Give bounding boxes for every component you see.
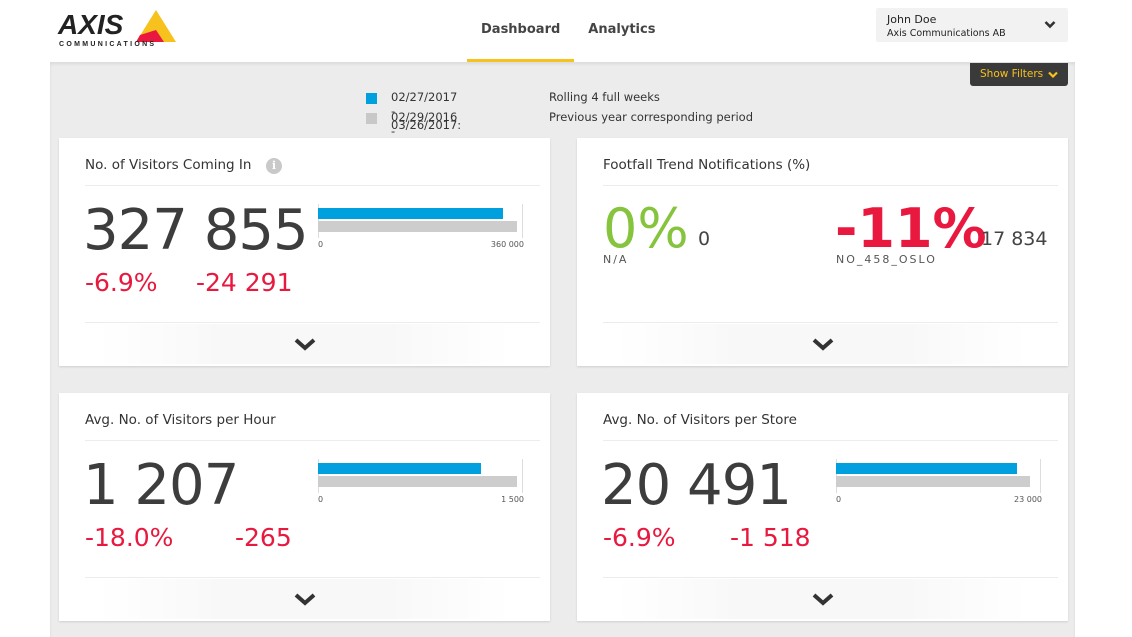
trend-percent-right: -11%: [835, 197, 987, 260]
axis-line: [1040, 459, 1041, 493]
user-menu[interactable]: John Doe Axis Communications AB: [876, 8, 1068, 42]
axis-min-label: 0: [836, 495, 842, 504]
divider: [85, 440, 540, 441]
user-name: John Doe: [887, 13, 937, 26]
divider: [603, 577, 1058, 578]
axis-max-label: 1 500: [501, 495, 524, 504]
axis-line: [522, 459, 523, 493]
change-absolute: -1 518: [730, 523, 811, 552]
show-filters-label: Show Filters: [980, 68, 1044, 80]
card-title: Avg. No. of Visitors per Store: [603, 412, 797, 428]
chevron-down-icon: [294, 338, 315, 351]
chevron-down-icon: [1044, 21, 1056, 29]
logo-subtitle: COMMUNICATIONS: [59, 41, 157, 48]
legend-swatch-previous: [366, 113, 377, 124]
axis-line: [522, 204, 523, 238]
tab-dashboard[interactable]: Dashboard: [467, 0, 575, 63]
metric-value: 327 855: [83, 198, 309, 263]
expand-card-button[interactable]: [99, 579, 510, 619]
divider: [603, 322, 1058, 323]
divider: [85, 322, 540, 323]
trend-percent-left: 0%: [603, 197, 689, 260]
axis-max-label: 360 000: [490, 240, 524, 249]
legend-description: Previous year corresponding period: [549, 110, 753, 124]
card-visitors-per-hour: Avg. No. of Visitors per Hour 1 207 -18.…: [59, 393, 550, 621]
change-absolute: -265: [235, 523, 292, 552]
logo-triangle-icon: [136, 10, 176, 42]
comparison-bars: 0 360 000: [318, 204, 524, 254]
trend-store-right[interactable]: NO_458_OSLO: [836, 253, 937, 266]
axis-logo[interactable]: AXIS COMMUNICATIONS: [58, 10, 178, 54]
main-nav: Dashboard Analytics: [467, 0, 669, 63]
axis-min-label: 0: [318, 495, 324, 504]
comparison-bars: 0 1 500: [318, 459, 524, 509]
bar-current-period[interactable]: [318, 208, 503, 219]
card-visitors-per-store: Avg. No. of Visitors per Store 20 491 -6…: [577, 393, 1068, 621]
top-header: AXIS COMMUNICATIONS Dashboard Analytics …: [0, 0, 1132, 63]
bar-previous-period[interactable]: [836, 476, 1031, 487]
comparison-bars: 0 23 000: [836, 459, 1042, 509]
axis-max-label: 23 000: [1014, 495, 1042, 504]
trend-count-left: 0: [698, 228, 711, 250]
legend-description: Rolling 4 full weeks: [549, 90, 660, 104]
expand-card-button[interactable]: [99, 324, 510, 364]
bar-previous-period[interactable]: [318, 221, 517, 232]
chevron-down-icon: [294, 593, 315, 606]
card-title: Footfall Trend Notifications (%): [603, 157, 811, 173]
user-organization: Axis Communications AB: [887, 28, 1006, 39]
tab-analytics[interactable]: Analytics: [588, 22, 656, 37]
info-icon[interactable]: i: [266, 158, 282, 174]
divider: [85, 577, 540, 578]
card-title: Avg. No. of Visitors per Hour: [85, 412, 276, 428]
expand-card-button[interactable]: [617, 324, 1028, 364]
card-visitors-coming-in: No. of Visitors Coming In i 327 855 -6.9…: [59, 138, 550, 366]
divider: [603, 185, 1058, 186]
change-percent: -18.0%: [85, 523, 174, 552]
change-percent: -6.9%: [603, 523, 676, 552]
bar-previous-period[interactable]: [318, 476, 518, 487]
card-title: No. of Visitors Coming In: [85, 157, 252, 173]
divider: [603, 440, 1058, 441]
bar-current-period[interactable]: [318, 463, 482, 474]
trend-count-right: 17 834: [981, 228, 1048, 250]
card-footfall-trend: Footfall Trend Notifications (%) 0% 0 N/…: [577, 138, 1068, 366]
chevron-down-icon: [812, 593, 833, 606]
dashboard-area: Show Filters 02/27/2017 - 03/26/2017: Ro…: [50, 62, 1075, 637]
change-absolute: -24 291: [196, 268, 293, 297]
divider: [85, 185, 540, 186]
metric-value: 1 207: [83, 453, 239, 518]
expand-card-button[interactable]: [617, 579, 1028, 619]
logo-brand: AXIS: [58, 9, 124, 40]
axis-min-label: 0: [318, 240, 324, 249]
bar-current-period[interactable]: [836, 463, 1017, 474]
chevron-down-icon: [812, 338, 833, 351]
legend-swatch-current: [366, 93, 377, 104]
show-filters-button[interactable]: Show Filters: [970, 63, 1068, 86]
change-percent: -6.9%: [85, 268, 158, 297]
legend-dates: 02/27/2017 - 03/26/2017:: [391, 90, 462, 132]
metric-value: 20 491: [601, 453, 792, 518]
chevron-down-icon: [1048, 71, 1058, 78]
trend-store-left: N/A: [603, 253, 629, 266]
